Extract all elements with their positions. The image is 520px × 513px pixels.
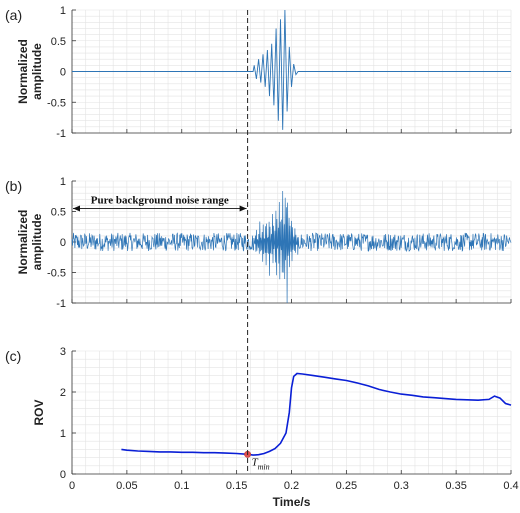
y-axis-label: Normalized [16, 39, 30, 104]
noisy-signal-line [71, 190, 512, 304]
signal-line [72, 9, 511, 130]
y-tick-label: 1 [60, 428, 66, 440]
x-tick-label: 0.3 [394, 480, 409, 492]
rov-line [121, 372, 512, 456]
y-tick-label: -0.5 [47, 97, 66, 109]
y-axis-label: amplitude [30, 43, 44, 100]
y-tick-label: 0 [60, 237, 66, 249]
x-tick-label: 0.2 [284, 480, 299, 492]
panel-label: (b) [5, 178, 22, 194]
y-tick-label: -1 [56, 298, 66, 310]
y-axis-label: ROV [32, 399, 46, 425]
y-tick-label: 0.5 [51, 207, 66, 219]
x-tick-label: 0.35 [445, 480, 466, 492]
panel-b: 1 0.5 0 -0.5 -1 (b) Normalized amplitude Pure ba… [5, 176, 512, 310]
x-tick-label: 0.4 [503, 480, 518, 492]
x-tick-label: 0.05 [116, 480, 137, 492]
x-tick-label: 0.15 [226, 480, 247, 492]
x-tick-label: 0 [69, 480, 75, 492]
arrow-head-left [73, 205, 80, 212]
panel-label: (c) [5, 348, 21, 364]
y-tick-label: 2 [60, 387, 66, 399]
panel-c: 3 2 1 00 0.05 0.1 0.15 0.2 0.25 0.3 0.35 0.4 (c) ROV T… [5, 346, 519, 509]
x-tick-label: 0.1 [174, 480, 189, 492]
arrow-head-right [239, 205, 247, 212]
tmin-label-sub: min [258, 462, 270, 471]
y-tick-label: -1 [56, 128, 66, 140]
y-tick-label: 0 [60, 67, 66, 79]
y-tick-label: 1 [60, 176, 66, 188]
y-tick-label: 3 [60, 346, 66, 358]
y-tick-label: 1 [60, 5, 66, 17]
panel-a: 1 0.5 0 -0.5 -1 (a) Normalized amplitude [5, 5, 512, 140]
y-tick-label: 0.5 [51, 36, 66, 48]
panel-label: (a) [5, 7, 22, 23]
tmin-label: T [252, 456, 259, 468]
x-axis-label: Time/s [273, 495, 311, 509]
y-axis-label: Normalized [16, 210, 30, 275]
y-tick-label: 0 [60, 469, 66, 481]
y-tick-label: -0.5 [47, 268, 66, 280]
y-axis-label: amplitude [30, 213, 44, 270]
x-tick-label: 0.25 [336, 480, 357, 492]
range-annotation: Pure background noise range [91, 194, 229, 206]
